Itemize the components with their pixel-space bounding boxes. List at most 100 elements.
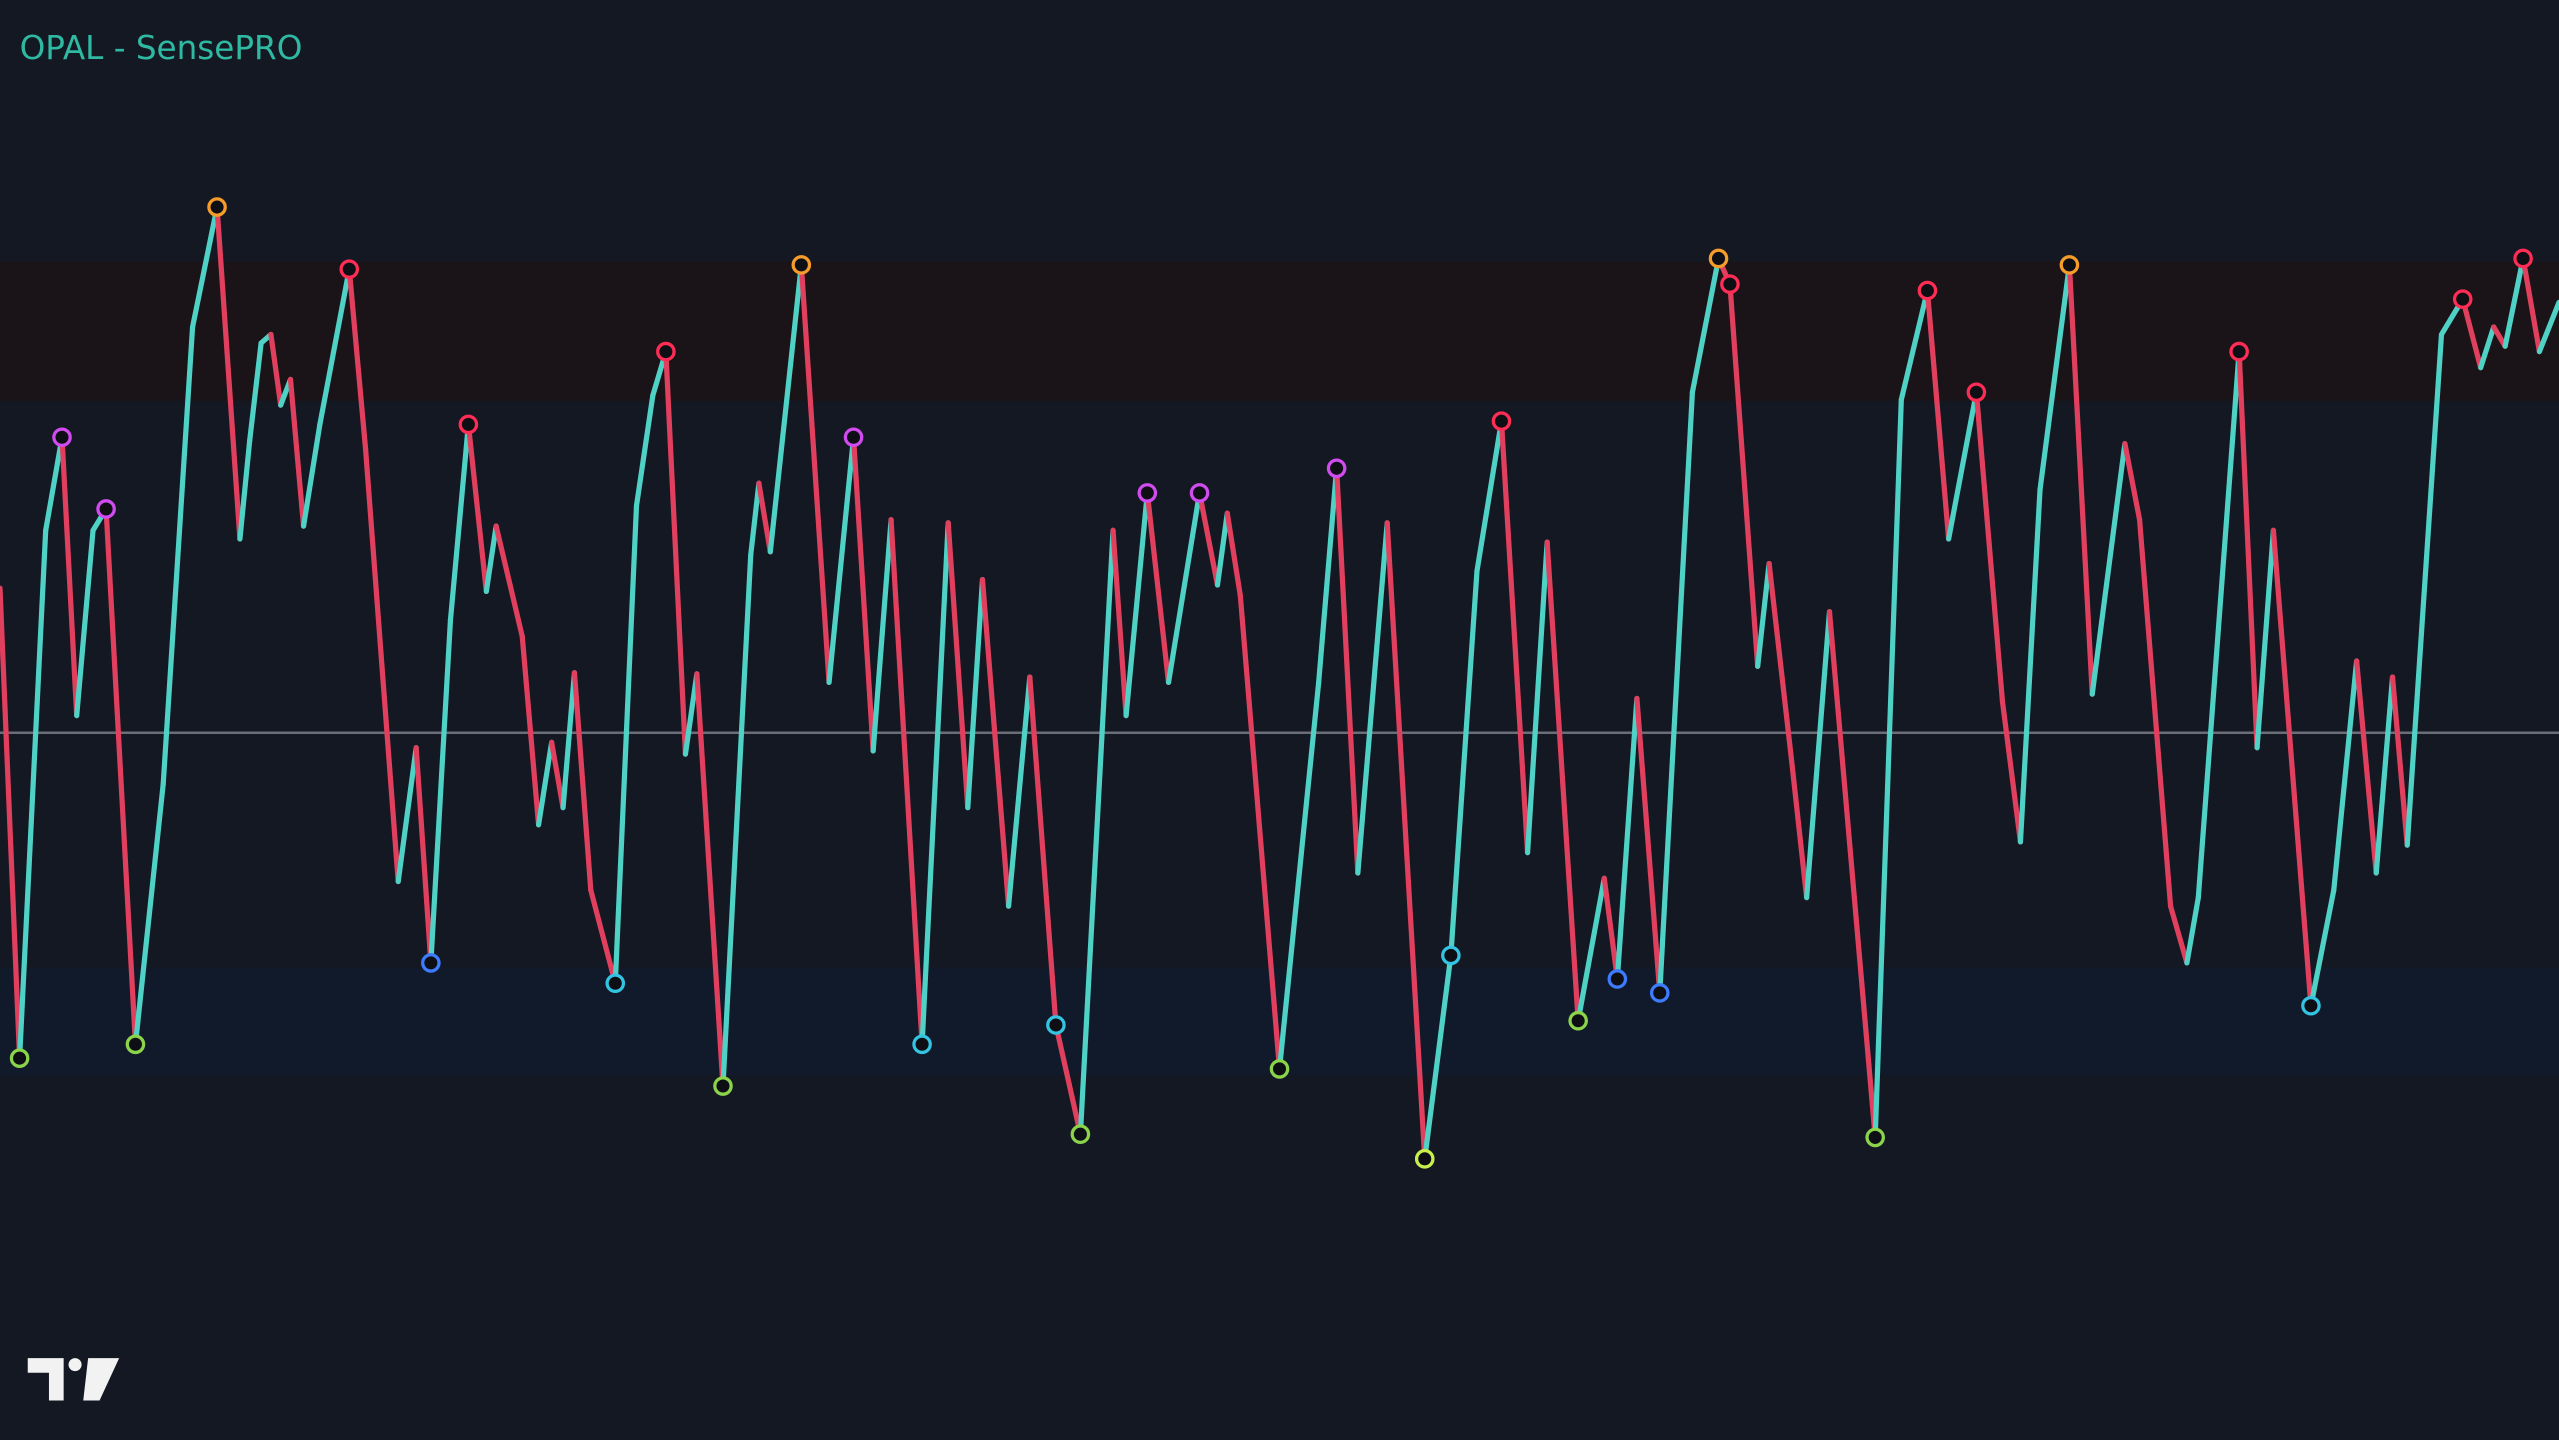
pivot-marker bbox=[339, 259, 360, 279]
line-segment bbox=[1575, 875, 1607, 1024]
pivot-marker bbox=[1070, 1124, 1091, 1144]
line-segment bbox=[612, 503, 640, 986]
line-segment bbox=[694, 671, 726, 1089]
pivot-marker bbox=[1326, 458, 1347, 479]
line-segment bbox=[483, 523, 499, 595]
pivot-marker bbox=[1269, 1059, 1290, 1079]
line-segment bbox=[59, 434, 80, 719]
pivot-marker bbox=[605, 973, 626, 994]
line-segment bbox=[1448, 568, 1480, 959]
line-segment bbox=[1027, 674, 1059, 1028]
line-segment bbox=[447, 421, 471, 623]
line-segment bbox=[1872, 397, 1904, 1141]
pivot-marker bbox=[912, 1034, 932, 1055]
pivot-marker bbox=[791, 255, 812, 275]
plot bbox=[0, 197, 2559, 1169]
line-segment bbox=[189, 204, 220, 330]
line-segment bbox=[2460, 296, 2484, 371]
line-segment bbox=[1276, 679, 1322, 1072]
line-segment bbox=[2184, 894, 2201, 966]
line-segment bbox=[1110, 527, 1129, 719]
line-segment bbox=[214, 204, 243, 542]
pivot-marker bbox=[1441, 945, 1461, 966]
line-segment bbox=[1924, 287, 1952, 542]
line-segment bbox=[1196, 490, 1221, 588]
line-segment bbox=[571, 670, 594, 893]
line-segment bbox=[0, 585, 23, 1061]
line-segment bbox=[346, 266, 369, 452]
line-segment bbox=[826, 434, 857, 686]
line-segment bbox=[2270, 527, 2314, 1009]
line-segment bbox=[2136, 517, 2174, 909]
line-segment bbox=[2331, 658, 2360, 893]
line-segment bbox=[2308, 887, 2337, 1009]
pivot-marker bbox=[2301, 995, 2321, 1016]
chart-title: OPAL - SensePRO bbox=[20, 29, 303, 67]
line-segment bbox=[362, 446, 401, 885]
line-segment bbox=[633, 392, 656, 509]
line-segment bbox=[395, 745, 419, 885]
pivot-marker bbox=[843, 427, 864, 448]
line-segment bbox=[2536, 299, 2559, 355]
line-segment bbox=[300, 421, 323, 529]
line-segment bbox=[663, 348, 689, 757]
line-segment bbox=[465, 421, 489, 595]
line-segment bbox=[1005, 674, 1033, 909]
line-segment bbox=[2389, 674, 2410, 848]
pivot-marker bbox=[458, 414, 479, 435]
pivot-marker bbox=[207, 197, 227, 217]
line-segment bbox=[287, 376, 307, 529]
line-segment bbox=[549, 739, 566, 811]
pivot-marker bbox=[656, 341, 676, 362]
line-segment bbox=[1601, 875, 1620, 982]
line-segment bbox=[1614, 695, 1640, 982]
line-segment bbox=[1144, 490, 1172, 686]
pivot-marker bbox=[9, 1048, 30, 1068]
pivot-marker bbox=[1491, 411, 1512, 431]
line-segment bbox=[2520, 255, 2543, 355]
pivot-marker bbox=[1414, 1149, 1435, 1169]
line-segment bbox=[519, 633, 542, 828]
line-segment bbox=[493, 523, 525, 639]
line-segment bbox=[1755, 560, 1772, 669]
line-segment bbox=[850, 434, 876, 754]
zone bbox=[0, 261, 2559, 401]
pivot-marker bbox=[96, 499, 116, 519]
line-segment bbox=[2037, 262, 2073, 493]
pivot-marker bbox=[1189, 483, 1210, 503]
line-segment bbox=[870, 517, 894, 754]
line-segment bbox=[1727, 281, 1761, 669]
line-segment bbox=[798, 262, 832, 686]
line-segment bbox=[756, 480, 773, 555]
pivot-marker bbox=[1568, 1010, 1588, 1031]
line-segment bbox=[1689, 255, 1722, 395]
line-segment bbox=[2066, 262, 2095, 697]
line-segment bbox=[1224, 510, 1243, 599]
line-segment bbox=[720, 552, 754, 1089]
pivot-marker bbox=[1137, 483, 1158, 503]
line-segment bbox=[2404, 331, 2445, 848]
line-segment bbox=[1077, 527, 1116, 1137]
pivot-marker bbox=[1708, 248, 1729, 269]
line-segment bbox=[560, 670, 578, 811]
line-segment bbox=[74, 527, 96, 719]
line-segment bbox=[1334, 465, 1361, 876]
line-segment bbox=[588, 887, 618, 986]
line-segment bbox=[103, 506, 139, 1047]
line-segment bbox=[979, 577, 1012, 909]
pivot-marker bbox=[1046, 1015, 1066, 1035]
line-segment bbox=[237, 437, 253, 542]
pivot-marker bbox=[713, 1076, 733, 1096]
pivot-marker bbox=[1966, 382, 1987, 403]
pivot-marker bbox=[2229, 341, 2249, 362]
line-segment bbox=[1355, 520, 1390, 876]
line-segment bbox=[1946, 389, 1979, 542]
line-segment bbox=[1384, 520, 1428, 1162]
line-segment bbox=[43, 434, 65, 533]
line-segment bbox=[2254, 527, 2277, 751]
line-segment bbox=[2089, 441, 2128, 697]
line-segment bbox=[1422, 952, 1454, 1162]
line-segment bbox=[2478, 324, 2497, 371]
line-segment bbox=[1474, 418, 1505, 574]
